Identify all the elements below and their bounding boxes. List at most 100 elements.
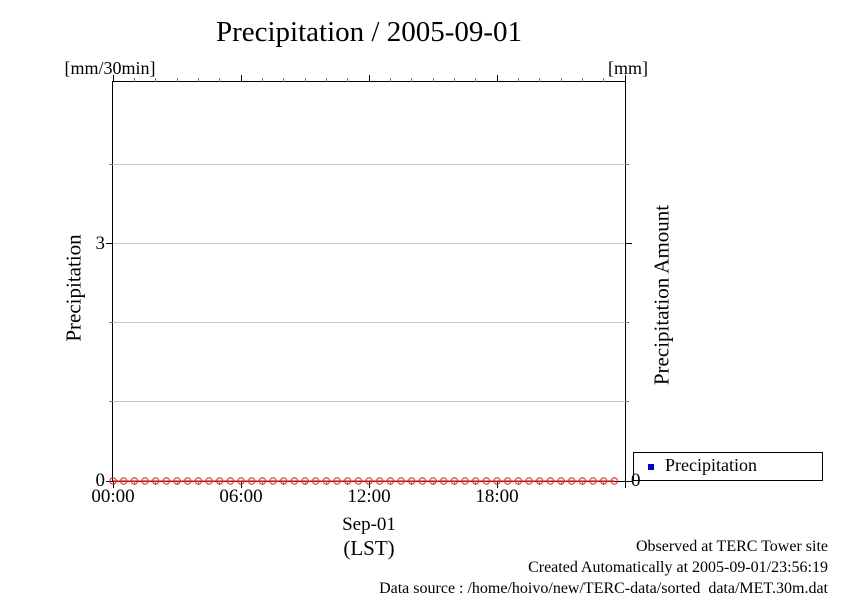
x-axis-date-label: Sep-01 — [342, 514, 396, 535]
x-tick-bottom — [219, 481, 221, 485]
x-tick-top — [197, 78, 199, 82]
gridline — [113, 164, 625, 166]
x-tick-top — [261, 78, 263, 82]
y-tick-minor-right — [625, 401, 629, 403]
y-tick-major-right — [625, 243, 632, 245]
x-tick-top — [176, 78, 178, 82]
data-point — [493, 477, 501, 485]
data-point — [215, 477, 224, 485]
data-point — [599, 477, 608, 485]
data-point — [354, 477, 363, 485]
x-tick-label: 00:00 — [91, 486, 135, 507]
data-point — [333, 477, 341, 485]
footer-note-observed: Observed at TERC Tower site — [635, 538, 828, 555]
data-point — [546, 477, 555, 485]
x-tick-top — [304, 78, 306, 82]
x-tick-bottom — [197, 481, 199, 485]
data-point — [205, 477, 213, 485]
data-point — [269, 477, 277, 485]
y-axis-label-right: Precipitation Amount — [649, 204, 674, 386]
data-series-precipitation — [109, 477, 619, 485]
x-tick-label: 18:00 — [475, 486, 519, 507]
data-point — [194, 477, 203, 485]
x-tick-top — [389, 78, 391, 82]
x-tick-bottom — [475, 481, 477, 485]
gridline — [113, 401, 625, 403]
gridline — [113, 322, 625, 324]
x-tick-top — [496, 75, 498, 82]
x-tick-top — [112, 75, 114, 82]
y-tick-major-left — [106, 243, 113, 245]
y-tick-minor-left — [109, 164, 113, 166]
x-tick-bottom — [453, 481, 455, 485]
data-point — [535, 477, 544, 485]
x-tick-top — [325, 78, 327, 82]
data-point — [173, 477, 181, 485]
plot-area: 0 3 0 00:00 06:00 12:00 18:00 — [91, 75, 641, 507]
chart-title: Precipitation / 2005-09-01 — [215, 16, 523, 48]
left-axis-unit-label: [mm/30min] — [64, 58, 156, 78]
data-point — [109, 477, 117, 485]
y-tick-minor-left — [109, 322, 113, 324]
data-point — [397, 477, 405, 485]
x-tick-top — [432, 78, 434, 82]
y-tick-minor-left — [109, 401, 113, 403]
data-point — [386, 477, 395, 485]
data-point — [290, 477, 299, 485]
data-point — [557, 477, 565, 485]
footer-note-datasource: Data source : /home/hoivo/new/TERC-data/… — [379, 580, 828, 595]
data-point — [407, 477, 416, 485]
legend-marker-square-icon — [648, 464, 654, 470]
data-point — [375, 477, 384, 485]
x-tick-bottom — [155, 481, 157, 485]
x-tick-bottom — [432, 481, 434, 485]
x-tick-top — [219, 78, 221, 82]
x-tick-bottom — [624, 481, 626, 488]
x-tick-top — [624, 75, 626, 82]
data-point — [429, 477, 437, 485]
x-tick-top — [453, 78, 455, 82]
data-point — [301, 477, 309, 485]
legend-label: Precipitation — [665, 455, 757, 475]
x-tick-bottom — [347, 481, 349, 485]
data-point — [514, 477, 523, 485]
x-tick-bottom — [411, 481, 413, 485]
x-tick-top — [411, 78, 413, 82]
data-point — [258, 477, 267, 485]
x-tick-top — [560, 78, 562, 82]
data-point — [610, 477, 619, 485]
data-point — [525, 477, 533, 485]
data-point — [322, 477, 331, 485]
legend-box: Precipitation — [633, 452, 823, 481]
data-point — [589, 477, 597, 485]
data-point — [461, 477, 469, 485]
data-point — [130, 477, 139, 485]
y-tick-minor-right — [625, 164, 629, 166]
data-point — [365, 477, 373, 485]
y-tick-label-left: 0 — [95, 470, 106, 491]
data-point — [247, 477, 256, 485]
x-tick-bottom — [133, 481, 135, 485]
x-tick-bottom — [517, 481, 519, 485]
footer-annotations: Observed at TERC Tower site Created Auto… — [379, 536, 828, 595]
x-tick-label: 12:00 — [347, 486, 391, 507]
x-tick-top — [475, 78, 477, 82]
right-axis-unit-label: [mm] — [608, 58, 648, 78]
x-tick-bottom — [560, 481, 562, 485]
y-tick-label-left: 3 — [95, 232, 106, 254]
x-tick-bottom — [283, 481, 285, 485]
data-point — [482, 477, 491, 485]
footer-note-created: Created Automatically at 2005-09-01/23:5… — [528, 559, 828, 576]
x-tick-bottom — [581, 481, 583, 485]
data-point — [226, 477, 235, 485]
x-tick-top — [133, 78, 135, 82]
x-tick-top — [347, 78, 349, 82]
data-point — [567, 477, 576, 485]
data-point — [439, 477, 448, 485]
data-point — [237, 477, 245, 485]
x-tick-bottom — [261, 481, 263, 485]
data-point — [418, 477, 427, 485]
data-point — [503, 477, 512, 485]
x-tick-top — [603, 78, 605, 82]
